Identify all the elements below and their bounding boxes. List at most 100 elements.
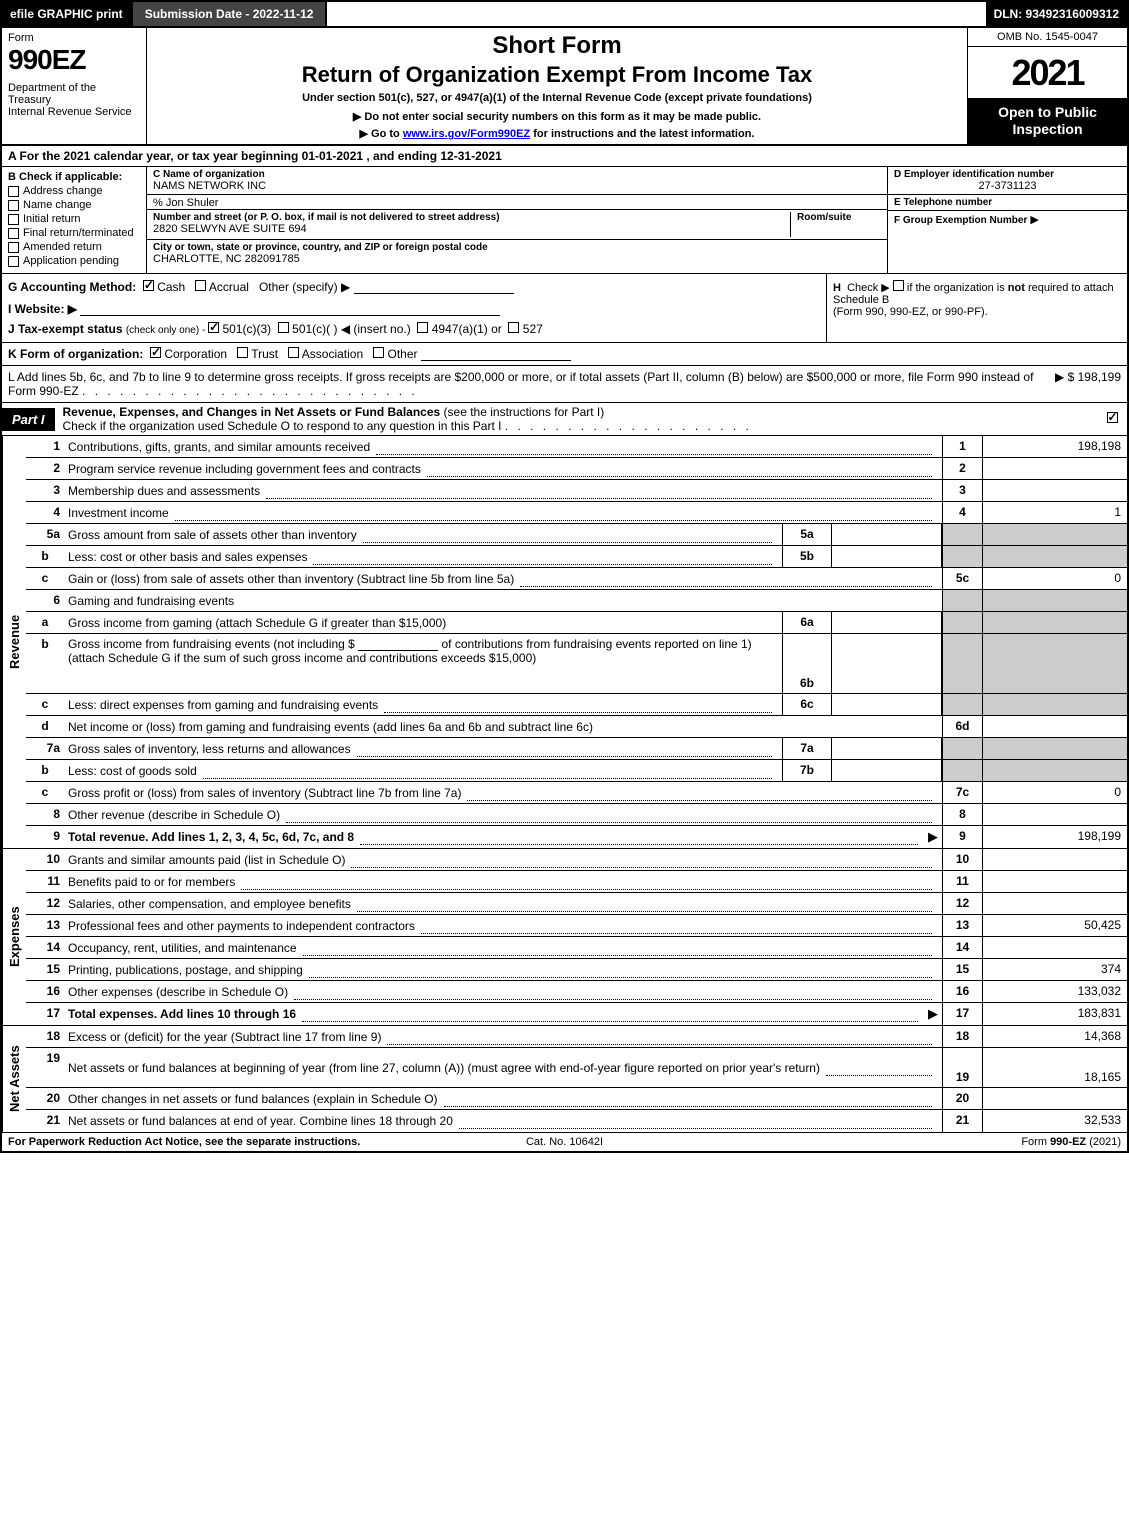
line-value: 18,165	[982, 1048, 1127, 1087]
box-g: G Accounting Method: Cash Accrual Other …	[2, 274, 827, 342]
col-num: 9	[942, 826, 982, 848]
opt: 527	[523, 322, 543, 336]
other-specify-blank[interactable]	[354, 281, 514, 294]
line-desc: Printing, publications, postage, and shi…	[68, 963, 303, 977]
val-shade	[982, 694, 1127, 715]
chk-label: Initial return	[23, 213, 80, 225]
label: Room/suite	[797, 212, 875, 223]
chk-association[interactable]	[288, 347, 299, 358]
chk-label: Address change	[23, 185, 103, 197]
line-number: 15	[26, 959, 64, 980]
line-number: c	[26, 568, 64, 589]
header-left: Form 990EZ Department of the Treasury In…	[2, 28, 147, 144]
chk-corporation[interactable]	[150, 347, 161, 358]
box-b-header: B Check if applicable:	[8, 171, 140, 183]
chk-accrual[interactable]	[195, 280, 206, 291]
chk-501c[interactable]	[278, 322, 289, 333]
val-shade	[982, 760, 1127, 781]
chk-name-change[interactable]: Name change	[8, 199, 140, 211]
other-org-blank[interactable]	[421, 348, 571, 361]
under-section: Under section 501(c), 527, or 4947(a)(1)…	[155, 92, 959, 104]
form-ref-pre: Form	[1021, 1136, 1050, 1148]
irs-link[interactable]: www.irs.gov/Form990EZ	[403, 128, 530, 140]
line-number: 19	[26, 1048, 64, 1087]
spacer	[327, 2, 985, 26]
chk-application-pending[interactable]: Application pending	[8, 255, 140, 267]
website-label: I Website: ▶	[8, 302, 77, 316]
line-value: 1	[982, 502, 1127, 523]
col-num: 12	[942, 893, 982, 914]
line-number: a	[26, 612, 64, 633]
chk-527[interactable]	[508, 322, 519, 333]
contrib-blank[interactable]	[358, 638, 438, 651]
line-desc: Investment income	[68, 506, 169, 520]
row-l: L Add lines 5b, 6c, and 7b to line 9 to …	[0, 366, 1129, 403]
mid-value	[832, 760, 942, 781]
mid-num: 7a	[782, 738, 832, 759]
line-number: b	[26, 546, 64, 567]
label: J Tax-exempt status	[8, 322, 126, 336]
line-value: 50,425	[982, 915, 1127, 936]
line-desc: Other revenue (describe in Schedule O)	[68, 808, 280, 822]
line-desc: Excess or (deficit) for the year (Subtra…	[68, 1030, 381, 1044]
group-exemption-cell: F Group Exemption Number ▶	[888, 211, 1127, 273]
row-j: J Tax-exempt status (check only one) - 5…	[8, 322, 820, 336]
omb-number: OMB No. 1545-0047	[968, 28, 1127, 47]
box-b: B Check if applicable: Address change Na…	[2, 167, 147, 273]
line-21: 21 Net assets or fund balances at end of…	[26, 1110, 1127, 1132]
box-h: H Check ▶ if the organization is not req…	[827, 274, 1127, 342]
goto-post: for instructions and the latest informat…	[530, 128, 754, 140]
chk-address-change[interactable]: Address change	[8, 185, 140, 197]
form-ref-post: (2021)	[1086, 1136, 1121, 1148]
col-num: 7c	[942, 782, 982, 803]
net-assets-section: Net Assets 18 Excess or (deficit) for th…	[0, 1026, 1129, 1132]
line-value: 0	[982, 782, 1127, 803]
line-desc: Gross profit or (loss) from sales of inv…	[68, 786, 461, 800]
col-num: 21	[942, 1110, 982, 1132]
do-not-enter: ▶ Do not enter social security numbers o…	[155, 110, 959, 123]
revenue-side-label: Revenue	[2, 436, 26, 848]
val-shade	[982, 738, 1127, 759]
chk-initial-return[interactable]: Initial return	[8, 213, 140, 225]
chk-trust[interactable]	[237, 347, 248, 358]
line-desc: Net assets or fund balances at beginning…	[68, 1061, 820, 1075]
section-bcd: B Check if applicable: Address change Na…	[0, 167, 1129, 274]
line-desc: Gross amount from sale of assets other t…	[68, 528, 357, 542]
part-1-header: Part I Revenue, Expenses, and Changes in…	[0, 403, 1129, 436]
col-num: 2	[942, 458, 982, 479]
opt-accrual: Accrual	[209, 280, 249, 294]
chk-part1-schedule-o[interactable]	[1107, 412, 1118, 423]
line-number: c	[26, 694, 64, 715]
mid-num: 6c	[782, 694, 832, 715]
line-number: 16	[26, 981, 64, 1002]
line-9: 9 Total revenue. Add lines 1, 2, 3, 4, 5…	[26, 826, 1127, 848]
website-blank[interactable]	[80, 303, 500, 316]
line-number: 12	[26, 893, 64, 914]
chk-4947[interactable]	[417, 322, 428, 333]
val-shade	[982, 612, 1127, 633]
chk-schedule-b[interactable]	[893, 280, 904, 291]
col-num: 14	[942, 937, 982, 958]
mid-num: 5b	[782, 546, 832, 567]
line-desc: Net income or (loss) from gaming and fun…	[68, 720, 593, 734]
chk-amended-return[interactable]: Amended return	[8, 241, 140, 253]
form-header: Form 990EZ Department of the Treasury In…	[0, 26, 1129, 146]
dept-treasury: Department of the Treasury	[8, 82, 140, 106]
chk-cash[interactable]	[143, 280, 154, 291]
chk-label: Amended return	[23, 241, 102, 253]
col-num: 11	[942, 871, 982, 892]
col-num: 1	[942, 436, 982, 457]
street-address: 2820 SELWYN AVE SUITE 694	[153, 223, 784, 235]
opt-other: Other (specify) ▶	[259, 280, 350, 294]
chk-501c3[interactable]	[208, 322, 219, 333]
efile-label[interactable]: efile GRAPHIC print	[2, 2, 131, 26]
line-18: 18 Excess or (deficit) for the year (Sub…	[26, 1026, 1127, 1048]
chk-label: Name change	[23, 199, 92, 211]
dln-label: DLN: 93492316009312	[986, 2, 1127, 26]
line-value	[982, 804, 1127, 825]
line-desc: Benefits paid to or for members	[68, 875, 235, 889]
chk-other-org[interactable]	[373, 347, 384, 358]
chk-final-return[interactable]: Final return/terminated	[8, 227, 140, 239]
label: K Form of organization:	[8, 347, 143, 361]
gross-receipts-value: 198,199	[1078, 370, 1121, 384]
